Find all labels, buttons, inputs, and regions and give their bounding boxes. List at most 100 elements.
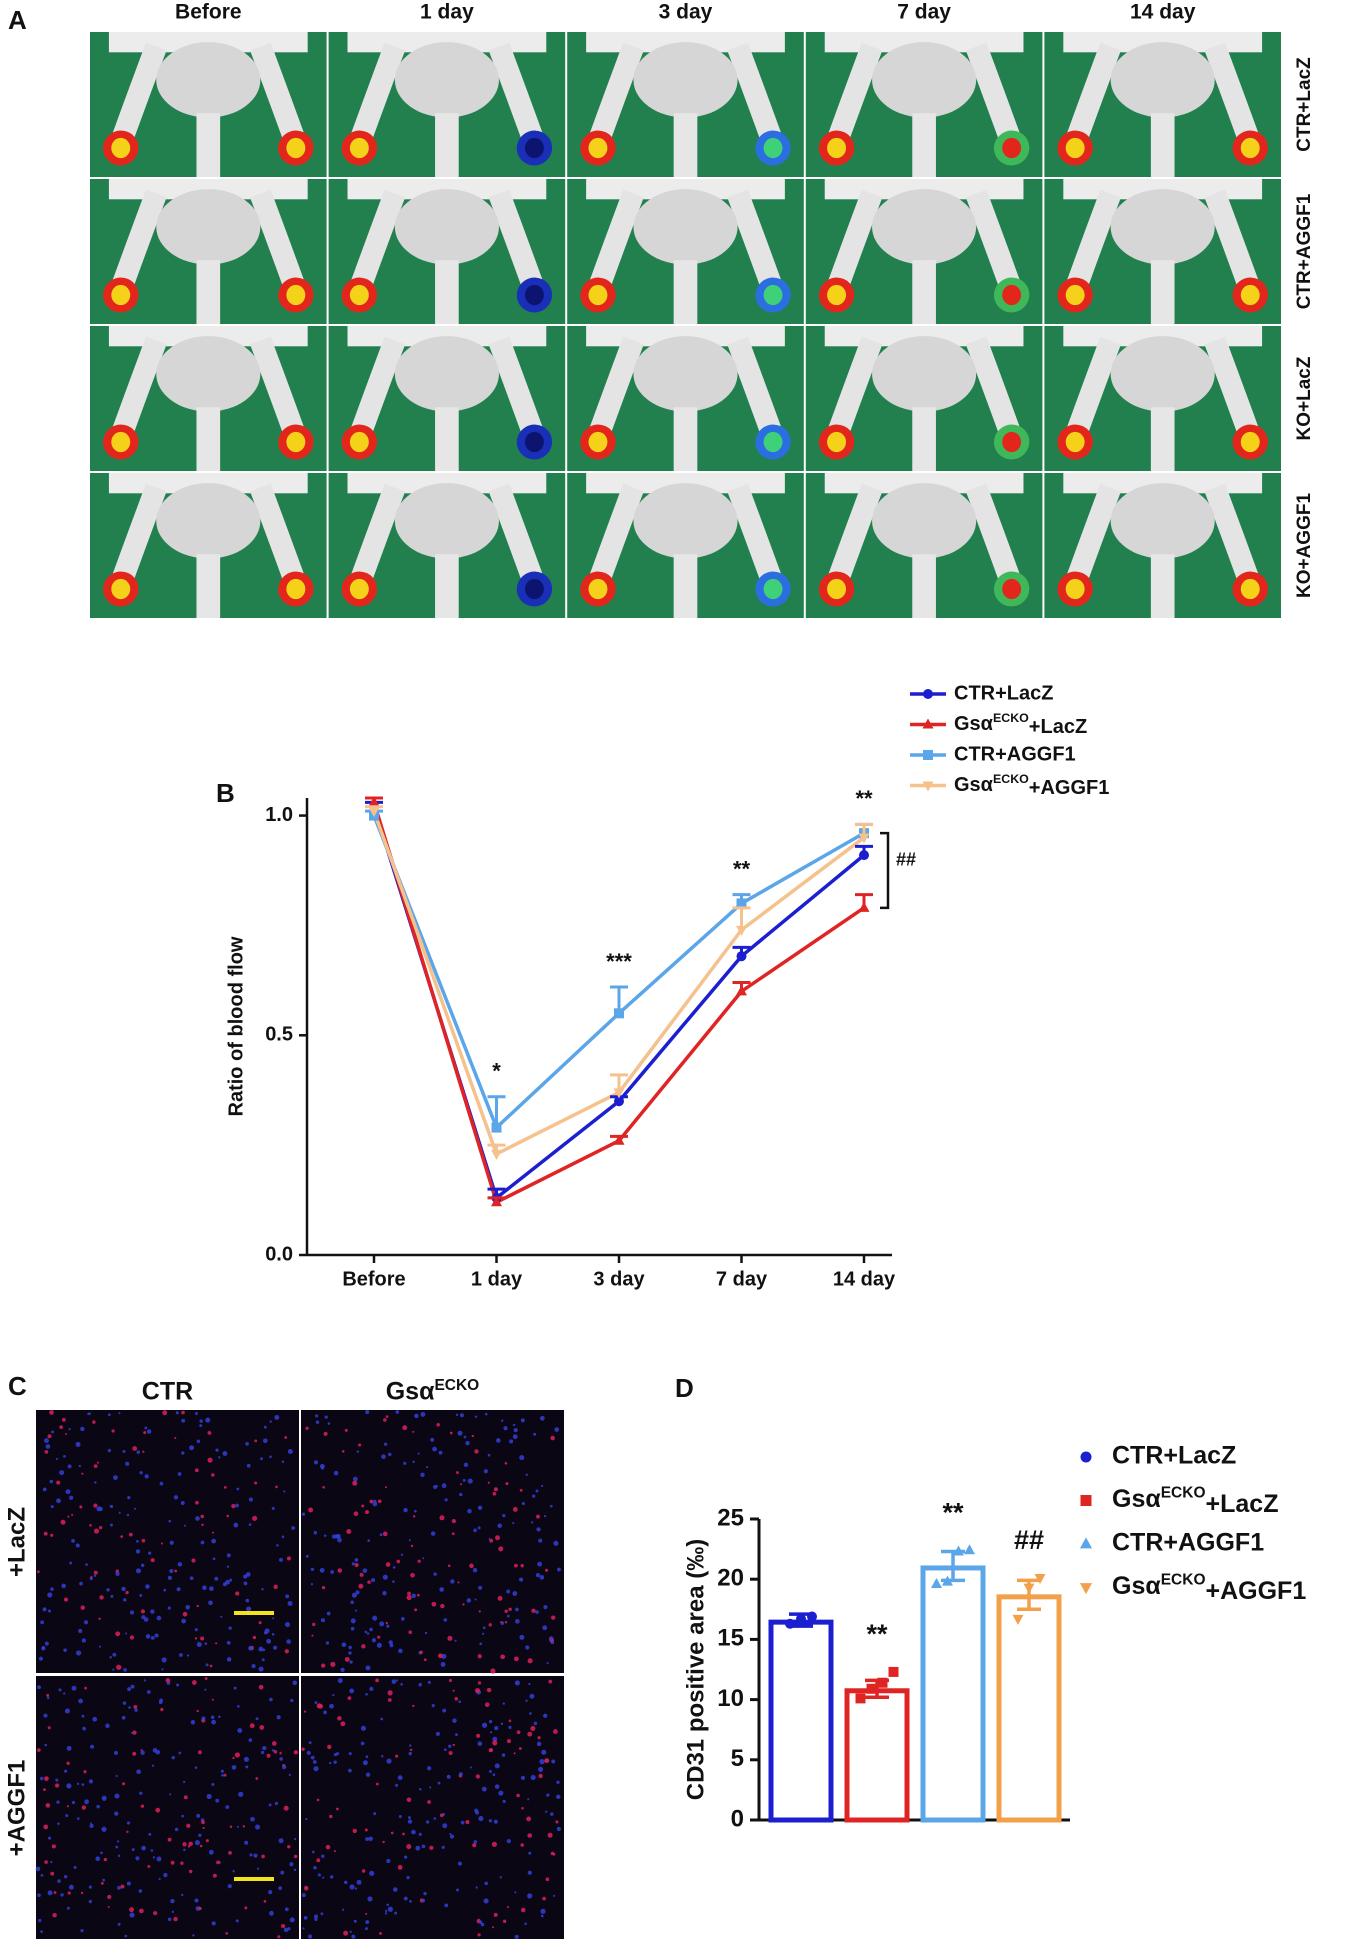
cell-dot <box>68 1884 74 1890</box>
cell-dot <box>492 1740 498 1746</box>
cell-dot <box>473 1528 477 1533</box>
cell-dot <box>350 1600 354 1605</box>
cell-dot <box>64 1769 68 1773</box>
cell-dot <box>136 1769 141 1775</box>
cell-dot <box>303 1916 308 1920</box>
cell-dot <box>126 1830 129 1833</box>
cell-dot <box>56 1480 61 1485</box>
cell-dot <box>136 1450 141 1454</box>
cell-dot <box>228 1851 232 1855</box>
bar <box>920 1565 986 1823</box>
cell-dot <box>385 1415 389 1418</box>
cell-dot <box>107 1413 111 1417</box>
data-point <box>736 925 747 936</box>
cell-dot <box>311 1634 314 1637</box>
cell-dot <box>294 1837 297 1841</box>
perfusion-image <box>90 179 327 324</box>
body <box>156 42 261 118</box>
cell-dot <box>202 1585 207 1590</box>
cell-dot <box>37 1685 41 1690</box>
cell-dot <box>303 1710 307 1713</box>
cell-dot <box>63 1455 66 1458</box>
cell-dot <box>292 1680 298 1686</box>
cell-dot <box>56 1800 60 1804</box>
cell-dot <box>61 1417 66 1422</box>
cell-dot <box>348 1752 352 1756</box>
cell-dot <box>44 1450 49 1454</box>
cell-dot <box>263 1425 267 1429</box>
cell-dot <box>314 1917 318 1922</box>
cell-dot <box>132 1751 137 1756</box>
micrograph-background <box>301 1410 564 1673</box>
cell-dot <box>514 1891 517 1894</box>
cell-dot <box>483 1898 489 1904</box>
cell-dot <box>278 1838 284 1844</box>
cell-dot <box>51 1844 56 1849</box>
cell-dot <box>226 1640 231 1645</box>
cell-dot <box>171 1910 175 1913</box>
cell-dot <box>176 1587 181 1592</box>
cell-dot <box>469 1563 474 1569</box>
cell-dot <box>169 1540 174 1545</box>
cell-dot <box>495 1535 500 1541</box>
cell-dot <box>447 1564 451 1568</box>
micrograph <box>301 1676 564 1939</box>
cell-dot <box>365 1755 369 1759</box>
cell-dot <box>439 1813 444 1818</box>
cell-dot <box>488 1748 493 1753</box>
paw-core <box>827 284 847 306</box>
cell-dot <box>211 1783 215 1786</box>
cell-dot <box>151 1764 155 1767</box>
cell-dot <box>50 1861 53 1864</box>
body <box>394 483 499 559</box>
cell-dot <box>539 1415 545 1421</box>
cell-dot <box>438 1450 443 1455</box>
cell-dot <box>538 1538 543 1543</box>
cell-dot <box>500 1654 506 1660</box>
cell-dot <box>51 1430 55 1434</box>
cell-dot <box>496 1438 501 1443</box>
leg <box>589 189 644 288</box>
cell-dot <box>385 1909 388 1913</box>
cell-dot <box>514 1680 520 1686</box>
cell-dot <box>426 1465 429 1469</box>
cell-dot <box>155 1807 161 1813</box>
cell-dot <box>226 1657 232 1662</box>
cell-dot <box>427 1680 431 1684</box>
cell-dot <box>527 1731 533 1737</box>
cell-dot <box>181 1814 184 1818</box>
cell-dot <box>352 1480 358 1486</box>
cell-dot <box>199 1844 203 1848</box>
data-point <box>614 1096 624 1107</box>
cell-dot <box>341 1908 345 1911</box>
image-top <box>347 179 547 200</box>
leg <box>828 189 883 288</box>
row-heading: KO+AGGF1 <box>1294 493 1315 598</box>
cell-dot <box>361 1644 366 1649</box>
cell-dot <box>316 1858 321 1863</box>
cell-dot <box>274 1414 280 1420</box>
cell-dot <box>494 1763 500 1769</box>
cell-dot <box>284 1622 291 1628</box>
cell-dot <box>287 1927 291 1931</box>
cell-dot <box>459 1492 463 1497</box>
cell-dot <box>547 1832 553 1838</box>
image-top <box>1063 179 1263 200</box>
cell-dot <box>530 1775 536 1781</box>
cell-dot <box>202 1826 205 1830</box>
cell-dot <box>494 1784 500 1789</box>
cell-dot <box>170 1860 175 1865</box>
cell-dot <box>383 1442 388 1446</box>
cell-dot <box>381 1755 384 1758</box>
cell-dot <box>284 1907 289 1912</box>
cell-dot <box>133 1705 138 1709</box>
cell-dot <box>347 1696 352 1700</box>
cell-dot <box>101 1826 107 1832</box>
leg <box>828 336 883 435</box>
cell-dot <box>201 1820 205 1825</box>
cell-dot <box>519 1488 523 1492</box>
cell-dot <box>83 1620 89 1625</box>
cell-dot <box>194 1628 198 1632</box>
paw-core <box>111 431 131 453</box>
cell-dot <box>506 1589 511 1594</box>
